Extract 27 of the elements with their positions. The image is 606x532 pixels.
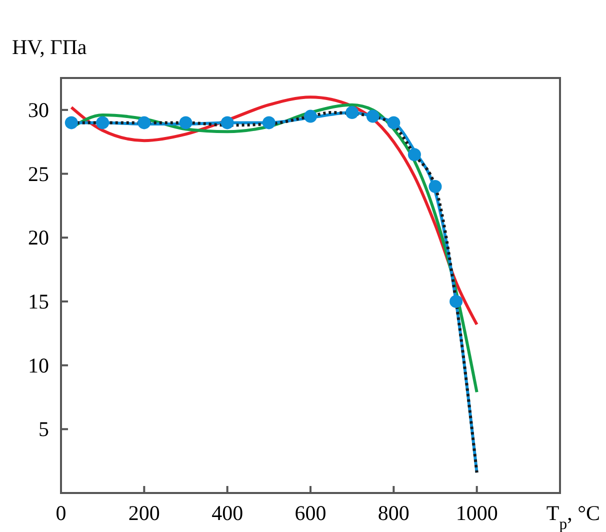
y-axis-title: HV, ГПа [12, 35, 88, 59]
point [220, 116, 234, 130]
y-tick-label: 30 [28, 98, 49, 122]
point [138, 116, 151, 130]
x-tick-label: 200 [128, 501, 160, 525]
y-tick-label: 5 [38, 417, 49, 442]
point [450, 294, 463, 308]
point [96, 116, 110, 130]
x-tick-label: 600 [294, 501, 326, 525]
point [179, 116, 192, 130]
x-tick-label: 0 [56, 501, 66, 525]
y-tick-label: 10 [28, 353, 49, 378]
x-tick-label: 400 [212, 501, 244, 525]
point [366, 110, 380, 123]
point [428, 180, 442, 194]
x-tick-label: 1000 [456, 501, 498, 525]
point [408, 148, 421, 162]
point [262, 116, 276, 130]
point [64, 116, 78, 130]
x-axis-title: T$_{р}$, °C [546, 501, 600, 532]
x-tick-label: 800 [378, 501, 410, 525]
y-tick-label: 25 [28, 162, 49, 186]
y-tick-label: 15 [28, 289, 49, 314]
point [304, 110, 317, 123]
point [387, 116, 400, 130]
point [346, 106, 359, 119]
y-tick-label: 20 [28, 226, 49, 250]
